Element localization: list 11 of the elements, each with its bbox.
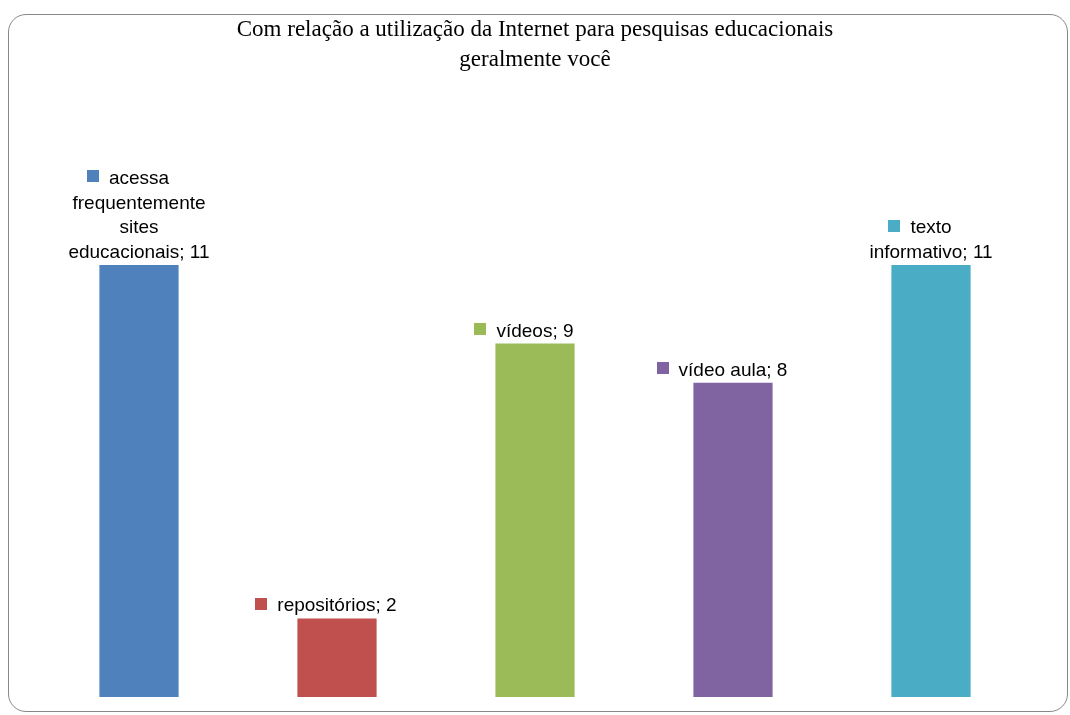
bar [297, 618, 377, 697]
chart-title: Com relação a utilização da Internet para pesquisas educacionais geralmente você [236, 15, 834, 71]
data-label: texto informativo; 11 [869, 216, 993, 262]
data-label: vídeo aula; 8 [678, 358, 788, 380]
bar [891, 265, 971, 697]
bar [693, 382, 773, 697]
bar [495, 343, 575, 697]
bar [99, 265, 179, 697]
data-label: repositórios; 2 [277, 594, 397, 616]
data-label: vídeos; 9 [496, 319, 574, 341]
data-label: acessa frequentemente sites educacionais; 11 [68, 166, 210, 262]
